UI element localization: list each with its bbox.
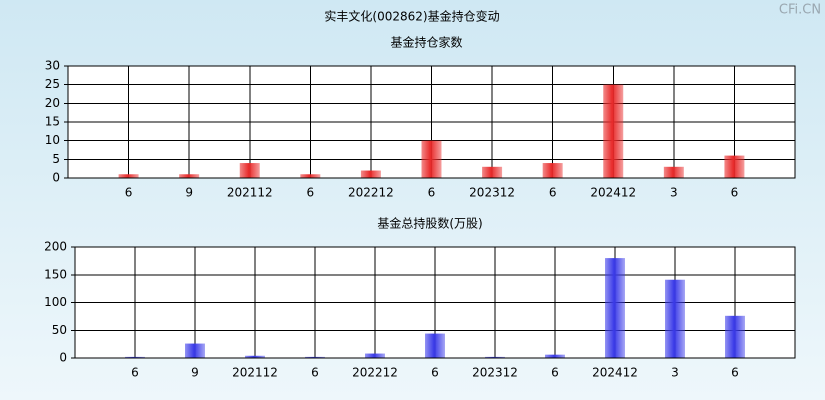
bar: [245, 355, 265, 358]
x-tick-label: 6: [731, 186, 739, 200]
x-tick-label: 3: [671, 366, 679, 380]
bar: [185, 343, 205, 358]
x-tick-label: 6: [131, 366, 139, 380]
bar: [603, 84, 624, 178]
y-tick-label: 20: [45, 96, 60, 110]
x-tick-label: 202212: [348, 186, 394, 200]
plot-border: [74, 246, 796, 359]
chart-title: 基金总持股数(万股): [377, 216, 482, 231]
x-tick-label: 6: [125, 186, 133, 200]
bar: [305, 356, 325, 358]
watermark: CFi.CN: [779, 3, 821, 18]
page-title: 实丰文化(002862)基金持仓变动: [324, 9, 499, 24]
x-tick-label: 9: [191, 366, 199, 380]
bar: [542, 163, 563, 178]
bar: [125, 356, 145, 358]
x-tick-label: 6: [307, 186, 315, 200]
x-tick-label: 202212: [352, 366, 398, 380]
x-tick-label: 202412: [592, 366, 638, 380]
y-tick-label: 0: [52, 171, 60, 185]
x-tick-label: 6: [549, 186, 557, 200]
bar: [724, 155, 745, 178]
y-tick-label: 10: [45, 133, 60, 147]
bar: [239, 163, 260, 178]
x-tick-label: 202312: [469, 186, 515, 200]
x-tick-label: 6: [731, 366, 739, 380]
x-tick-label: 6: [551, 366, 559, 380]
bar: [545, 354, 565, 358]
bar: [365, 353, 385, 358]
y-tick-label: 5: [52, 152, 60, 166]
bar: [360, 170, 381, 178]
bar: [605, 258, 625, 358]
bar: [485, 356, 505, 358]
y-tick-label: 150: [44, 267, 67, 281]
bar: [482, 166, 503, 178]
bar: [665, 279, 685, 358]
x-tick-label: 6: [428, 186, 436, 200]
x-tick-label: 202412: [590, 186, 636, 200]
y-tick-label: 0: [59, 351, 67, 365]
x-tick-label: 202312: [472, 366, 518, 380]
y-tick-label: 100: [44, 295, 67, 309]
bar: [663, 166, 684, 178]
y-tick-label: 25: [45, 77, 60, 91]
chart-title: 基金持仓家数: [390, 35, 462, 50]
bar: [421, 140, 442, 178]
x-tick-label: 202112: [232, 366, 278, 380]
y-tick-label: 30: [45, 59, 60, 73]
x-tick-label: 202112: [227, 186, 273, 200]
y-tick-label: 50: [52, 323, 67, 337]
bar: [179, 174, 200, 178]
bar: [300, 174, 321, 178]
bar: [725, 315, 745, 358]
y-tick-label: 15: [45, 115, 60, 129]
bar: [118, 174, 139, 178]
x-tick-label: 6: [431, 366, 439, 380]
x-tick-label: 3: [670, 186, 678, 200]
x-tick-label: 9: [185, 186, 193, 200]
y-tick-label: 200: [44, 240, 67, 254]
x-tick-label: 6: [311, 366, 319, 380]
plot-border: [67, 65, 796, 179]
bar: [425, 333, 445, 358]
